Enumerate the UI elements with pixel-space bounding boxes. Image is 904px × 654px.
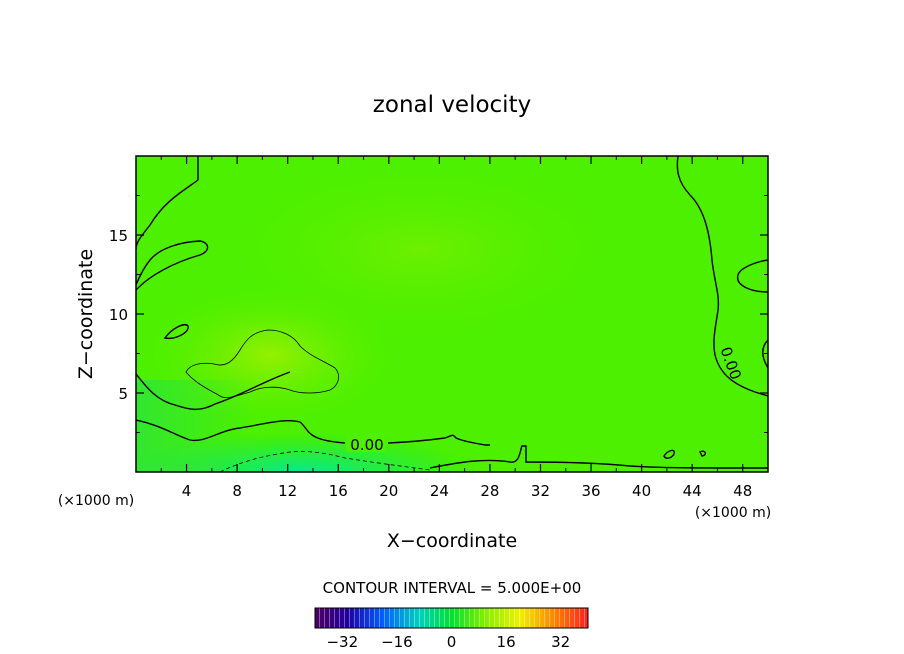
x-axis: 4 8 12 16 20 24 28 32 36 40 44 48	[160, 156, 752, 500]
colorbar-tick-label: 32	[551, 633, 570, 651]
colorbar-tick-label: 16	[497, 633, 516, 651]
x-tick-label: 28	[480, 482, 499, 500]
x-tick-label: 36	[581, 482, 600, 500]
x-tick-label: 4	[182, 482, 192, 500]
y-tick-label: 15	[109, 227, 128, 245]
contour-small-loop	[163, 324, 189, 340]
colorbar-frame	[314, 607, 589, 629]
colorbar-tick-label: 0	[447, 633, 457, 651]
colorbar-segments	[315, 608, 588, 628]
contour-zero-right-edge	[762, 339, 768, 369]
colorbar: −32 −16 0 16 32	[314, 607, 589, 651]
x-unit-label-left: (×1000 m)	[58, 493, 134, 509]
x-tick-label: 40	[632, 482, 651, 500]
x-tick-label: 16	[329, 482, 348, 500]
contour-label: 0.00	[350, 436, 383, 454]
x-tick-label: 20	[379, 482, 398, 500]
contour-positive-5	[185, 329, 340, 399]
y-tick-label: 10	[109, 306, 128, 324]
contour-negative-5	[219, 451, 431, 472]
colorbar-tick-label: −32	[326, 633, 358, 651]
colorbar-ticks: −32 −16 0 16 32	[326, 633, 570, 651]
contour-lines	[136, 156, 768, 469]
x-tick-label: 48	[733, 482, 752, 500]
x-tick-label: 24	[430, 482, 449, 500]
x-tick-label: 12	[278, 482, 297, 500]
x-tick-label: 32	[531, 482, 550, 500]
contour-bottom-long	[429, 445, 768, 469]
contour-bottom-right-blobs	[663, 449, 707, 459]
contour-negative-lines	[219, 451, 431, 472]
y-axis-label: Z−coordinate	[75, 249, 97, 379]
contour-zero-right-small	[736, 259, 768, 293]
y-axis: 5 10 15	[109, 195, 768, 433]
contour-positive-lines	[185, 329, 340, 399]
contour-zero-bottom	[387, 434, 490, 446]
x-unit-label-right: (×1000 m)	[695, 505, 771, 521]
contour-zero-left-upper	[136, 156, 209, 291]
contour-zero-left-lower	[136, 371, 346, 444]
plot-area	[136, 156, 768, 472]
colorbar-tick-label: −16	[381, 633, 413, 651]
contour-label-bg	[346, 436, 386, 452]
contour-zero-right	[676, 156, 768, 397]
y-tick-label: 5	[118, 385, 128, 403]
chart-title: zonal velocity	[373, 92, 531, 118]
x-axis-label: X−coordinate	[387, 530, 517, 552]
x-tick-label: 8	[232, 482, 242, 500]
field-positive-mid	[220, 160, 620, 340]
contour-interval-text: CONTOUR INTERVAL = 5.000E+00	[323, 579, 582, 597]
x-tick-label: 44	[683, 482, 702, 500]
